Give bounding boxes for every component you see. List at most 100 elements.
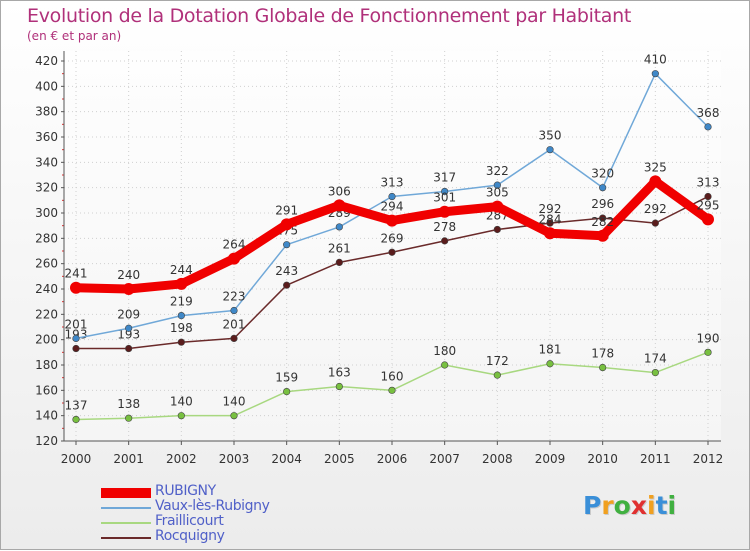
- data-label: 325: [644, 160, 667, 174]
- data-label: 306: [328, 184, 351, 198]
- data-point: [438, 205, 451, 218]
- x-tick-label: 2009: [535, 452, 566, 466]
- data-point: [177, 338, 185, 346]
- logo-letter: i: [667, 491, 677, 520]
- data-label: 159: [275, 371, 298, 385]
- data-label: 317: [433, 170, 456, 184]
- data-label: 209: [117, 307, 140, 321]
- chart-title: Evolution de la Dotation Globale de Fonc…: [27, 5, 632, 27]
- data-point: [546, 360, 554, 368]
- data-label: 240: [117, 268, 140, 282]
- data-point: [702, 213, 714, 226]
- data-point: [70, 281, 82, 294]
- data-point: [72, 415, 80, 424]
- y-tick-label: 200: [35, 333, 58, 347]
- data-point: [388, 248, 396, 256]
- legend-swatch-rocquigny: [101, 537, 151, 539]
- y-tick-label: 140: [35, 409, 58, 423]
- data-point: [546, 219, 554, 227]
- data-label: 261: [328, 241, 351, 255]
- data-label: 410: [644, 53, 667, 67]
- data-point: [491, 200, 504, 213]
- x-tick-label: 2003: [219, 452, 250, 466]
- x-tick-label: 2006: [377, 452, 408, 466]
- data-label: 201: [65, 317, 88, 331]
- data-label: 219: [170, 295, 193, 309]
- data-label: 294: [381, 200, 404, 214]
- data-label: 201: [223, 317, 246, 331]
- data-label: 284: [539, 212, 562, 226]
- data-label: 137: [65, 398, 88, 412]
- data-label: 313: [381, 176, 404, 190]
- data-label: 282: [591, 215, 614, 229]
- data-label: 190: [697, 331, 720, 345]
- data-label: 264: [223, 238, 246, 252]
- data-label: 140: [170, 395, 193, 409]
- data-point: [177, 312, 185, 320]
- data-label: 198: [170, 321, 193, 335]
- legend-label-fraillicourt: Fraillicourt: [155, 513, 224, 529]
- data-point: [651, 219, 659, 227]
- x-tick-label: 2004: [271, 452, 302, 466]
- data-label: 172: [486, 354, 509, 368]
- y-tick-label: 400: [35, 79, 58, 93]
- data-point: [441, 187, 449, 196]
- data-point: [283, 241, 291, 249]
- data-label: 322: [486, 164, 509, 178]
- y-tick-label: 380: [35, 105, 58, 119]
- data-label: 178: [591, 347, 614, 361]
- legend-label-rubigny: RUBIGNY: [155, 483, 216, 499]
- legend-label-rocquigny: Rocquigny: [155, 528, 225, 544]
- data-point: [335, 258, 343, 267]
- logo-letter: t: [655, 491, 668, 520]
- x-tick-label: 2012: [693, 452, 724, 466]
- data-point: [649, 175, 662, 188]
- data-label: 368: [697, 106, 720, 120]
- data-point: [125, 414, 133, 422]
- data-point: [230, 334, 238, 343]
- legend-swatch-fraillicourt: [101, 522, 151, 524]
- data-point: [72, 344, 80, 353]
- data-label: 174: [644, 352, 667, 366]
- y-tick-label: 160: [35, 383, 58, 397]
- data-label: 160: [381, 369, 404, 383]
- data-point: [333, 199, 346, 212]
- x-tick-label: 2011: [640, 452, 671, 466]
- data-point: [388, 386, 396, 394]
- x-tick-label: 2001: [113, 452, 144, 466]
- data-point: [125, 324, 133, 332]
- data-point: [651, 369, 659, 377]
- data-label: 163: [328, 366, 351, 380]
- y-tick-label: 120: [35, 434, 58, 448]
- data-label: 243: [275, 264, 298, 278]
- data-point: [493, 225, 501, 234]
- legend-item-rocquigny: Rocquigny: [101, 528, 321, 545]
- data-label: 305: [486, 186, 509, 200]
- data-point: [125, 344, 133, 353]
- data-label: 296: [591, 197, 614, 211]
- y-tick-label: 240: [35, 282, 58, 296]
- data-label: 295: [697, 198, 720, 212]
- data-label: 138: [117, 397, 140, 411]
- chart-subtitle: (en € et par an): [27, 29, 122, 43]
- data-point: [177, 412, 185, 420]
- proxiti-logo: Proxiti: [583, 491, 676, 520]
- y-tick-label: 420: [35, 54, 58, 68]
- x-tick-label: 2005: [324, 452, 355, 466]
- legend-swatch-rubigny: [101, 488, 151, 498]
- data-point: [230, 306, 238, 315]
- legend-item-fraillicourt: Fraillicourt: [101, 513, 321, 530]
- y-tick-label: 300: [35, 206, 58, 220]
- data-point: [230, 412, 238, 420]
- data-label: 269: [381, 231, 404, 245]
- data-label: 313: [697, 176, 720, 190]
- data-point: [493, 371, 501, 379]
- logo-letter: x: [630, 491, 647, 520]
- x-tick-label: 2002: [166, 452, 197, 466]
- data-point: [599, 184, 607, 192]
- data-point: [335, 223, 343, 231]
- data-point: [599, 214, 607, 222]
- data-point: [386, 214, 398, 227]
